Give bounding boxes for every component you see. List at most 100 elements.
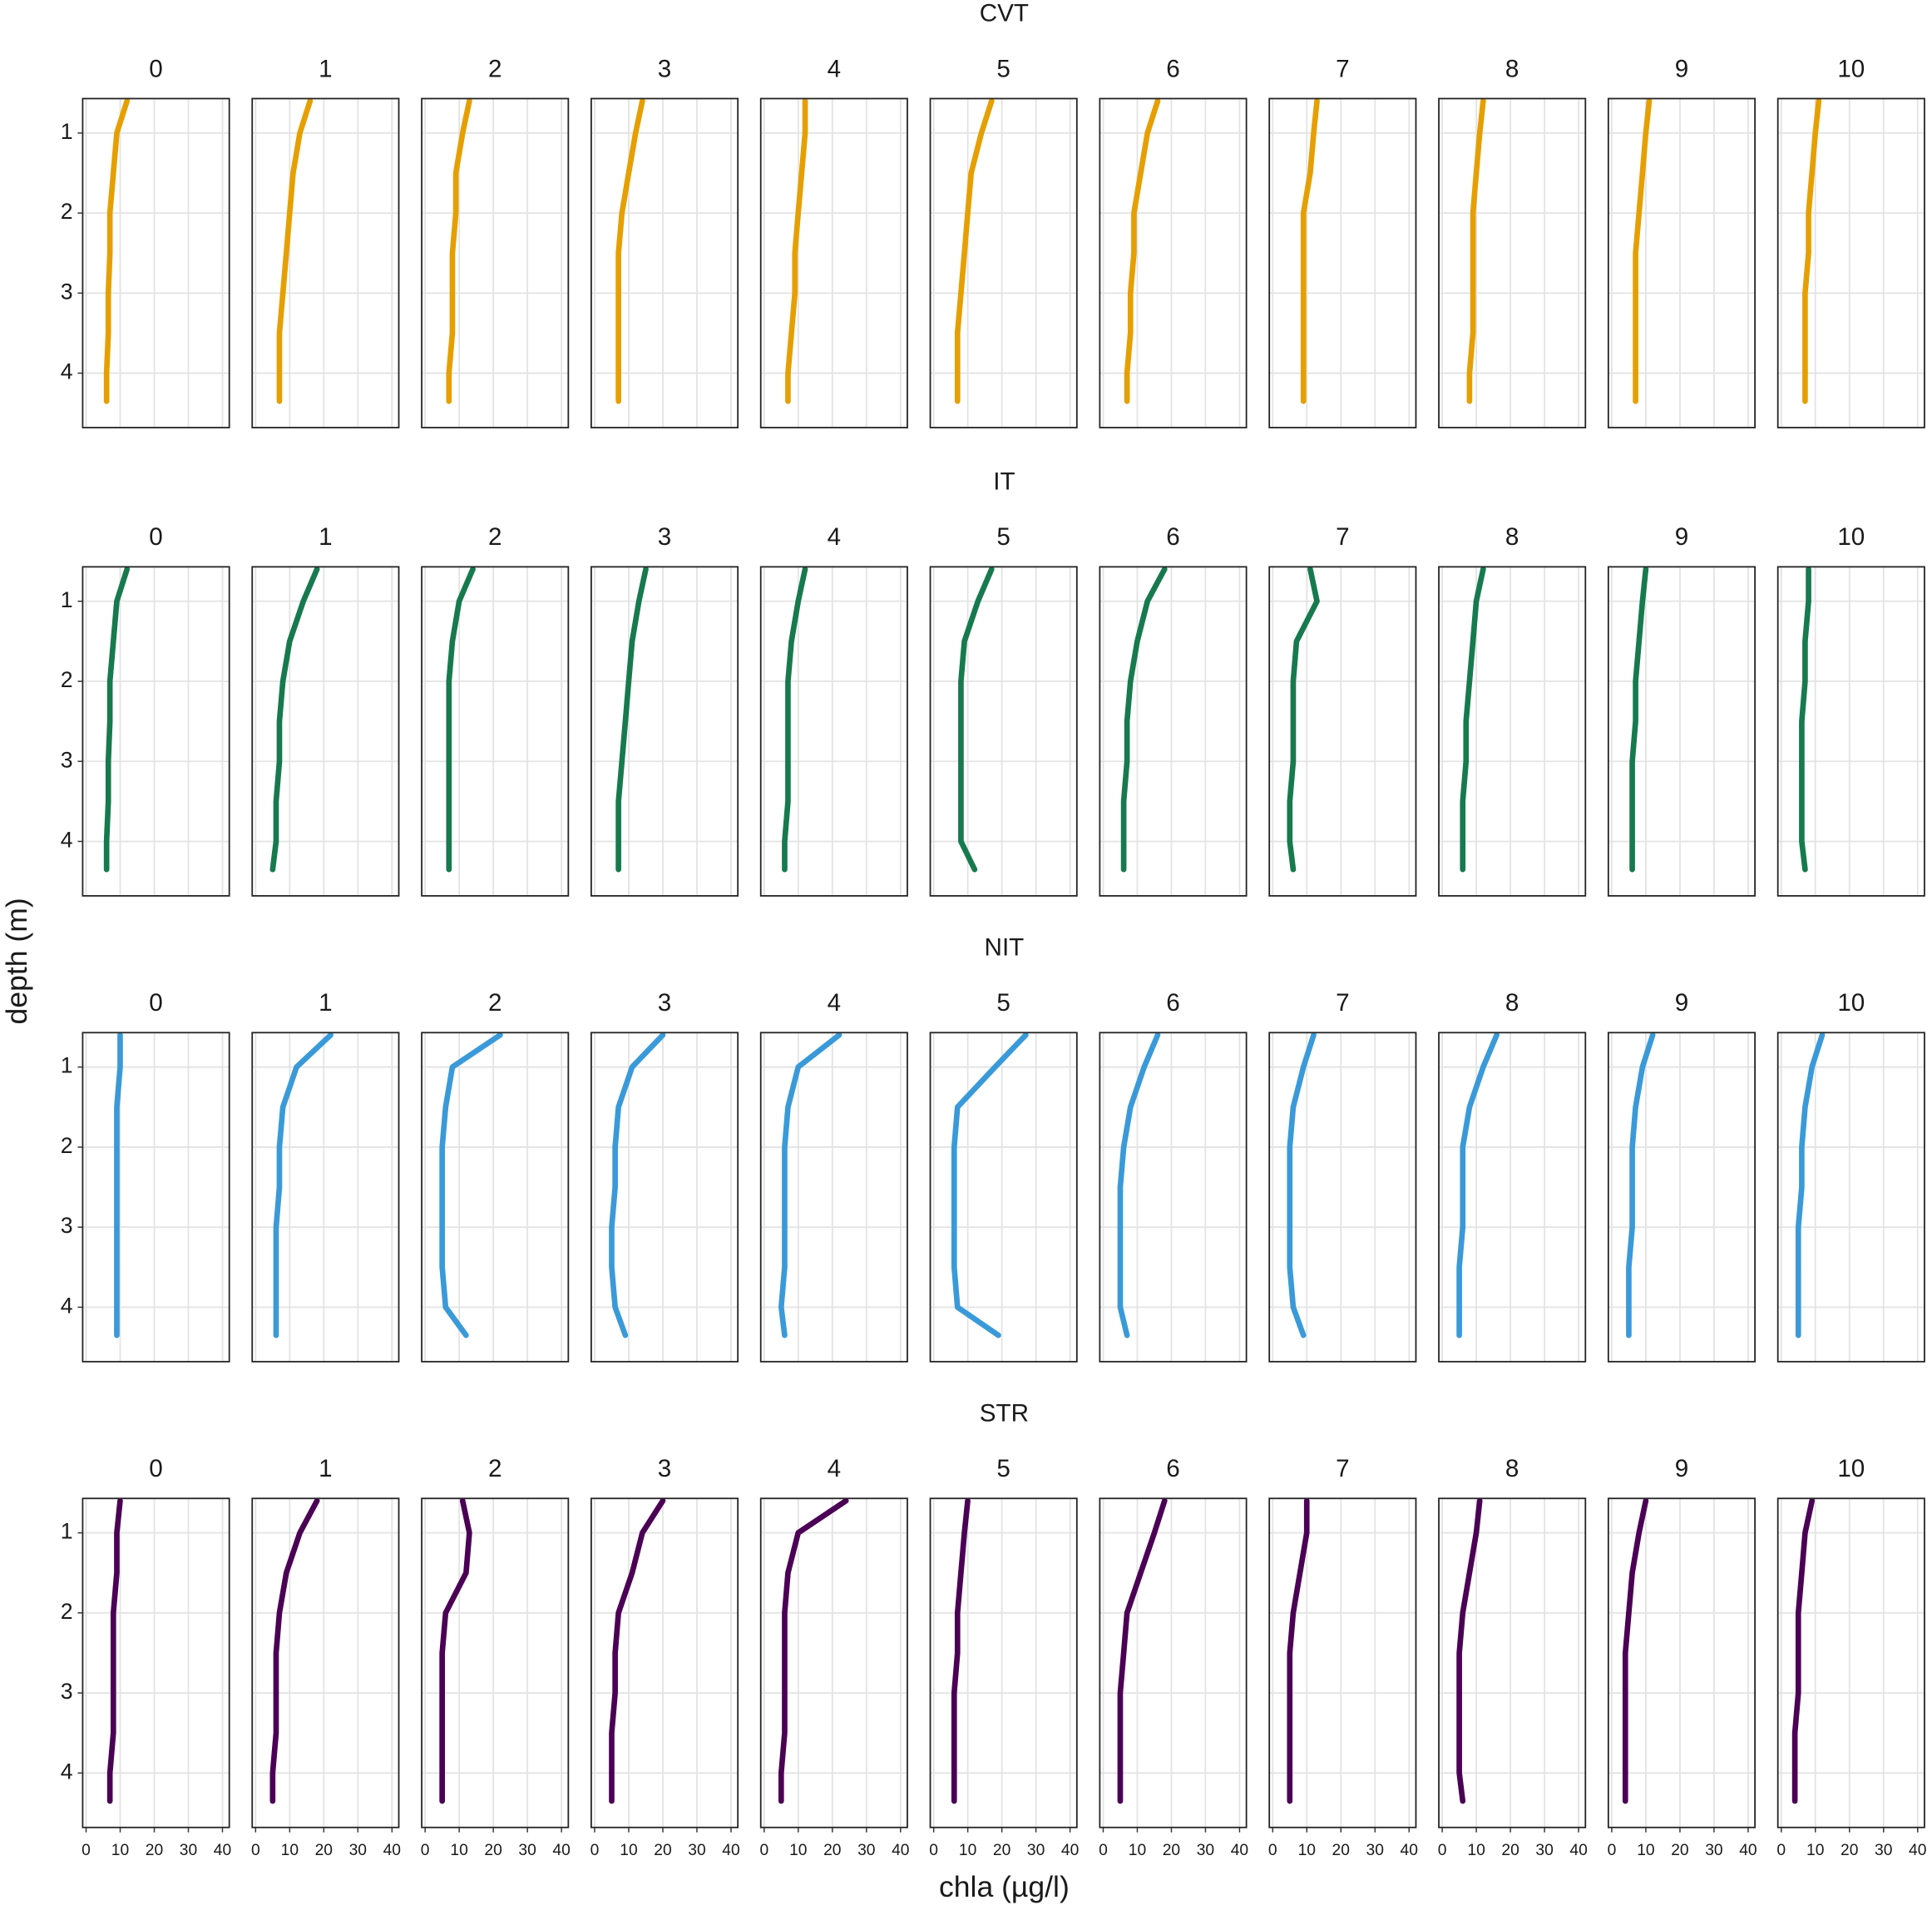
panel: 9 — [1607, 989, 1757, 1363]
profile-curve — [276, 98, 314, 404]
panel-frame — [929, 97, 1078, 428]
x-tick-label: 10 — [281, 1842, 299, 1859]
panel-frame — [251, 1497, 400, 1828]
panel-frame — [1099, 1032, 1248, 1363]
panel-label: 0 — [149, 989, 162, 1017]
panel-frame — [590, 566, 739, 897]
profile-curve — [269, 1498, 320, 1804]
panel-label: 6 — [1166, 55, 1179, 82]
profile-curve — [778, 1498, 849, 1804]
profile-curve — [1622, 1498, 1649, 1804]
profile-curve — [1460, 567, 1486, 873]
profile-curve — [1633, 98, 1653, 404]
panel-label: 6 — [1166, 989, 1179, 1017]
panel-label: 2 — [488, 989, 502, 1017]
y-tick-label: 1 — [61, 1519, 73, 1544]
panel-label: 4 — [828, 989, 841, 1017]
x-tick-label: 0 — [1608, 1842, 1617, 1859]
panel-frame — [421, 97, 570, 428]
panel-frame — [759, 97, 908, 428]
panel: 6 — [1099, 523, 1248, 897]
panel-label: 9 — [1675, 55, 1688, 82]
x-tick-label: 0 — [1268, 1842, 1277, 1859]
x-tick-label: 40 — [214, 1842, 231, 1859]
x-tick-label: 10 — [1298, 1842, 1316, 1859]
panel-frame — [1438, 97, 1587, 428]
x-tick-label: 30 — [1027, 1842, 1045, 1859]
panel-label: 3 — [658, 1455, 671, 1482]
y-tick-label: 2 — [61, 667, 73, 692]
profile-curve — [1456, 1032, 1500, 1338]
panel-label: 10 — [1837, 1455, 1865, 1482]
panel-label: 6 — [1166, 1455, 1179, 1482]
profile-curve — [1791, 1498, 1816, 1804]
y-tick-label: 2 — [61, 1599, 73, 1624]
panel-frame — [1099, 97, 1248, 428]
y-tick-label: 4 — [61, 359, 73, 384]
x-tick-label: 10 — [1806, 1842, 1824, 1859]
x-tick-label: 40 — [722, 1842, 739, 1859]
panel-label: 2 — [488, 523, 502, 551]
x-tick-label: 0 — [929, 1842, 938, 1859]
y-tick-label: 2 — [61, 199, 73, 224]
panel-frame — [1607, 1497, 1757, 1828]
x-tick-label: 40 — [383, 1842, 401, 1859]
facet-row-title: NIT — [985, 933, 1025, 961]
panel-label: 10 — [1837, 523, 1865, 551]
panel-label: 1 — [319, 989, 332, 1017]
x-tick-label: 30 — [1705, 1842, 1722, 1859]
panel-label: 1 — [319, 523, 332, 551]
panel-label: 10 — [1837, 989, 1865, 1017]
panel: 5 0 10 20 30 40 — [929, 1455, 1079, 1859]
facet-row-title: CVT — [980, 0, 1029, 27]
panel: 10 10 20 30 40 — [251, 1455, 401, 1859]
panel-label: 5 — [996, 523, 1010, 551]
panel: 7 — [1268, 55, 1417, 428]
profile-curve — [439, 1498, 472, 1804]
panel-label: 8 — [1505, 523, 1519, 551]
profile-curve — [615, 567, 649, 873]
panel: 10 0 10 20 30 40 — [1776, 1455, 1926, 1859]
y-tick-label: 4 — [61, 1759, 73, 1784]
panel: 3 — [590, 989, 739, 1363]
panel-frame — [1268, 97, 1417, 428]
y-tick-label: 1 — [61, 587, 73, 612]
panel-label: 3 — [658, 989, 671, 1017]
profile-curve — [785, 98, 808, 404]
panel-label: 5 — [996, 1455, 1010, 1482]
panel-label: 5 — [996, 55, 1010, 82]
profile-curve — [778, 1032, 842, 1338]
x-axis-label: chla (µg/l) — [939, 1870, 1070, 1903]
panel-frame — [1607, 566, 1757, 897]
panel: 7 — [1268, 989, 1417, 1363]
profile-curve — [954, 98, 995, 404]
x-tick-label: 30 — [1366, 1842, 1384, 1859]
profile-curve — [269, 567, 320, 873]
panel-frame — [1607, 1032, 1757, 1363]
panel: 3 — [590, 55, 739, 428]
panel: 6 — [1099, 989, 1248, 1363]
panel: 2 — [421, 523, 570, 897]
profile-curve — [1456, 1498, 1483, 1804]
x-tick-label: 30 — [180, 1842, 197, 1859]
panel-label: 1 — [319, 1455, 332, 1482]
x-tick-label: 40 — [1401, 1842, 1418, 1859]
facet-row-title: STR — [980, 1399, 1029, 1427]
x-tick-label: 20 — [1501, 1842, 1519, 1859]
x-tick-label: 10 — [1129, 1842, 1146, 1859]
x-tick-label: 20 — [146, 1842, 163, 1859]
panel-label: 1 — [319, 55, 332, 82]
x-tick-label: 0 — [421, 1842, 430, 1859]
x-tick-label: 0 — [590, 1842, 600, 1859]
y-tick-label: 4 — [61, 828, 73, 853]
x-tick-label: 40 — [1569, 1842, 1587, 1859]
panel: 7 — [1268, 523, 1417, 897]
x-tick-label: 30 — [1875, 1842, 1892, 1859]
profile-curve — [1287, 567, 1320, 873]
panel: 10 — [1776, 989, 1925, 1363]
panel-frame — [251, 566, 400, 897]
panel-frame — [421, 566, 570, 897]
panel-frame — [421, 1497, 570, 1828]
x-tick-label: 30 — [349, 1842, 367, 1859]
